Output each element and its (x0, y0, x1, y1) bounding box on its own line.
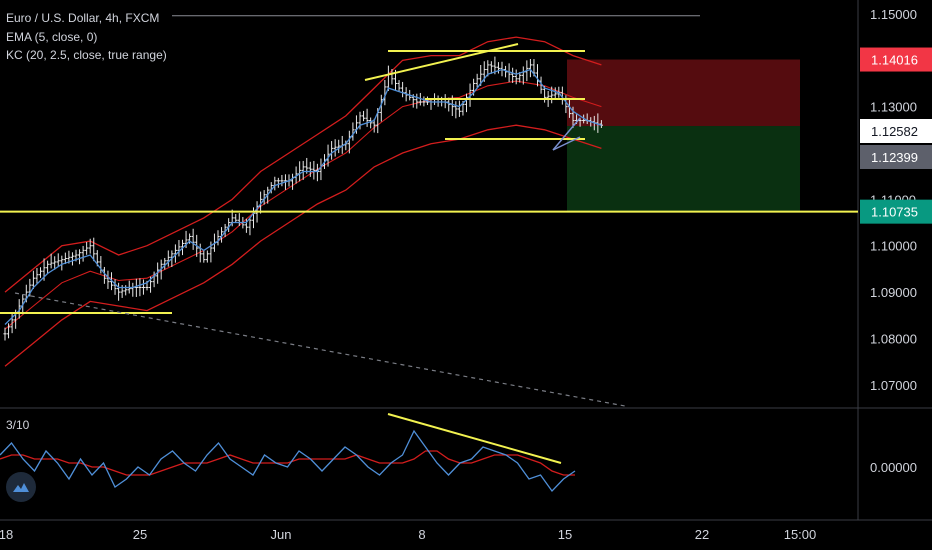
osc-divergence-line[interactable] (387, 413, 562, 464)
stop-loss-zone (567, 59, 800, 127)
price-tag-target (860, 199, 932, 224)
time-axis[interactable]: 18 25 Jun 8 15 22 15:00 (0, 527, 816, 542)
kc-middle-band (4, 80, 602, 330)
kc-legend[interactable]: KC (20, 2.5, close, true range) (6, 48, 167, 62)
price-tag-stop-label: 1.14016 (871, 53, 918, 68)
price-tag-current (860, 145, 932, 169)
symbol-legend[interactable]: Euro / U.S. Dollar, 4h, FXCM (6, 11, 160, 25)
time-tick-label: 15:00 (784, 527, 817, 542)
trend-drawings[interactable] (0, 43, 858, 407)
price-tick-label: 1.08000 (870, 331, 917, 346)
osc-zero-label: 0.00000 (870, 460, 917, 475)
price-tick-label: 1.13000 (870, 100, 917, 115)
time-tick-label: Jun (271, 527, 292, 542)
time-tick-label: 18 (0, 527, 13, 542)
flag-upper-line[interactable] (552, 117, 581, 151)
oscillator-pane (0, 413, 576, 493)
descending-trendline[interactable] (14, 292, 626, 407)
osc-slow-line (0, 450, 575, 476)
price-tag-target-label: 1.10735 (871, 205, 918, 220)
price-tag-current-label: 1.12399 (871, 150, 918, 165)
price-tag-stop (860, 47, 932, 72)
ema-line (4, 68, 602, 325)
kc-upper-band (4, 36, 602, 293)
kc-lower-band (4, 124, 602, 367)
time-tick-label: 22 (695, 527, 709, 542)
flag-lower-line[interactable] (552, 136, 581, 151)
tradingview-cloud-icon[interactable] (6, 472, 36, 502)
time-tick-label: 15 (558, 527, 572, 542)
rising-highs-line[interactable] (364, 43, 519, 81)
price-tag-entry-label: 1.12582 (871, 124, 918, 139)
time-tick-label: 8 (418, 527, 425, 542)
keltner-channel (4, 36, 602, 367)
oscillator-legend[interactable]: 3/10 (6, 418, 30, 432)
price-tick-label: 1.10000 (870, 239, 917, 254)
time-tick-label: 25 (133, 527, 147, 542)
price-tick-label: 1.07000 (870, 378, 917, 393)
chart-frame (0, 0, 932, 521)
ema-series (4, 68, 602, 325)
osc-fast-line (0, 429, 576, 493)
price-tick-label: 1.15000 (870, 7, 917, 22)
price-tick-label: 1.09000 (870, 285, 917, 300)
position-zones (567, 59, 800, 212)
take-profit-zone (567, 126, 800, 212)
price-tag-entry (860, 119, 932, 143)
price-axis[interactable]: 1.150001.140001.130001.120001.110001.100… (870, 7, 917, 475)
ema-legend[interactable]: EMA (5, close, 0) (6, 30, 98, 44)
price-tags: 1.14016 1.12582 1.12399 1.10735 (860, 47, 932, 224)
